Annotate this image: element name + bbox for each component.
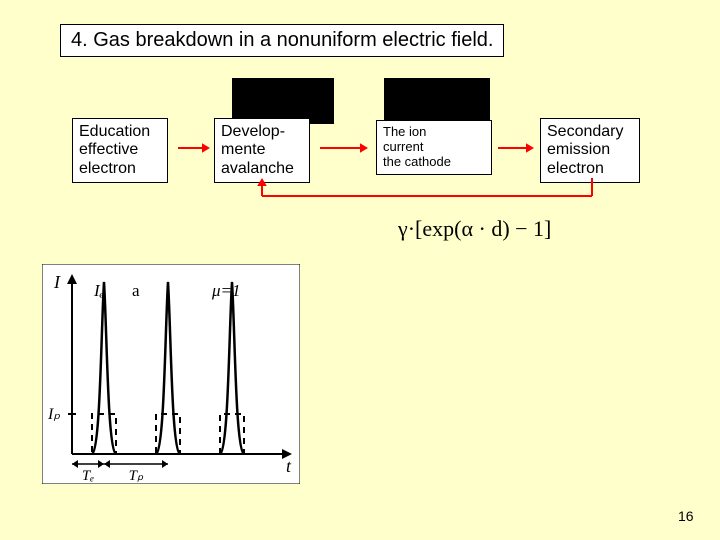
slide-title: 4. Gas breakdown in a nonuniform electri… xyxy=(60,24,504,57)
flow-box-education: Educationeffectiveelectron xyxy=(72,118,168,183)
svg-text:Iₚ: Iₚ xyxy=(47,406,60,423)
formula-text: γ·[exp(α · d) − 1] xyxy=(398,216,551,242)
svg-text:I: I xyxy=(53,272,61,292)
flow-box-secondary: Secondaryemissionelectron xyxy=(540,118,640,183)
black-block-2 xyxy=(384,78,490,124)
page-number: 16 xyxy=(678,508,694,524)
slide: 4. Gas breakdown in a nonuniform electri… xyxy=(0,0,720,540)
pulse-chart: ItIₑaμ=1IₚTₑTₚ xyxy=(42,264,300,484)
svg-text:Tₑ: Tₑ xyxy=(82,468,94,484)
flow-box-ion-current: The ioncurrentthe cathode xyxy=(376,120,492,175)
svg-text:μ=1: μ=1 xyxy=(211,281,241,300)
svg-text:a: a xyxy=(132,281,140,300)
svg-text:Tₚ: Tₚ xyxy=(129,468,144,484)
flow-box-development: Develop-menteavalanche xyxy=(214,118,310,183)
